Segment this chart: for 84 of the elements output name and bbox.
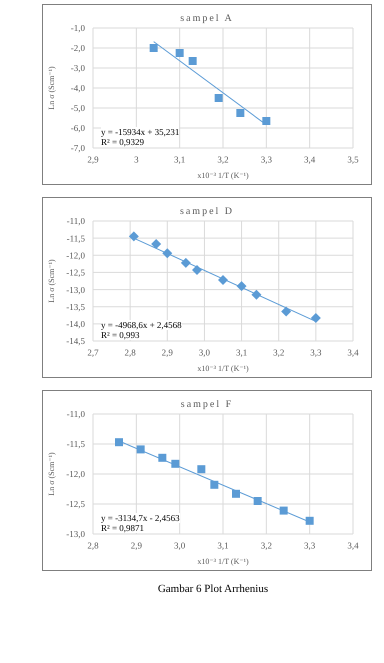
y-tick-label: -11,5 bbox=[66, 233, 86, 244]
annotation: R² = 0,9871 bbox=[101, 523, 144, 533]
y-tick-label: -12,5 bbox=[66, 268, 86, 278]
point bbox=[236, 109, 244, 117]
y-tick-label: -12,5 bbox=[66, 499, 86, 510]
y-tick-label: -13,0 bbox=[66, 284, 86, 295]
point bbox=[151, 238, 162, 249]
x-tick-label: 3,1 bbox=[174, 154, 186, 164]
point bbox=[218, 274, 228, 285]
point bbox=[136, 445, 145, 454]
y-tick-label: -3,0 bbox=[70, 63, 86, 74]
chart-title: sampel F bbox=[180, 399, 234, 410]
point bbox=[158, 454, 166, 462]
annotation: y = -15934x + 35,231 bbox=[101, 127, 180, 137]
point bbox=[197, 465, 206, 474]
x-tick-label: 3,3 bbox=[304, 540, 316, 550]
point bbox=[262, 117, 270, 125]
x-tick-label: 3,4 bbox=[347, 347, 360, 358]
point bbox=[128, 231, 139, 242]
y-tick-label: -12,0 bbox=[66, 469, 86, 480]
point bbox=[150, 44, 158, 52]
annotation: R² = 0,9329 bbox=[101, 137, 144, 147]
y-tick-label: -1,0 bbox=[70, 23, 86, 34]
x-tick-label: 3,2 bbox=[273, 347, 284, 358]
y-tick-label: -14,0 bbox=[66, 319, 86, 330]
point bbox=[180, 258, 191, 268]
x-tick-label: 2,9 bbox=[87, 154, 100, 164]
y-tick-label: -11,0 bbox=[66, 409, 86, 420]
y-tick-label: -2,0 bbox=[70, 43, 86, 54]
x-axis-title: x10⁻³ 1/T (K⁻¹) bbox=[197, 364, 249, 373]
x-tick-label: 3,5 bbox=[347, 154, 360, 164]
x-tick-label: 3,0 bbox=[174, 540, 186, 550]
x-tick-label: 3,1 bbox=[217, 540, 229, 550]
x-tick-label: 2,8 bbox=[124, 347, 136, 358]
x-tick-label: 3,0 bbox=[198, 347, 211, 358]
x-tick-label: 3,1 bbox=[236, 347, 248, 358]
y-tick-label: -12,0 bbox=[66, 250, 86, 260]
point bbox=[251, 290, 262, 300]
y-axis-title: Ln σ (Scm⁻¹) bbox=[46, 258, 56, 303]
y-tick-label: -13,5 bbox=[66, 302, 86, 312]
point bbox=[280, 506, 288, 515]
point bbox=[210, 480, 218, 489]
x-tick-label: 3,2 bbox=[260, 540, 272, 550]
point bbox=[236, 281, 247, 292]
annotation: R² = 0,993 bbox=[101, 330, 140, 340]
y-tick-label: -11,0 bbox=[66, 216, 86, 226]
x-tick-label: 2,7 bbox=[87, 347, 100, 358]
x-tick-label: 3,2 bbox=[217, 154, 229, 164]
point bbox=[188, 57, 197, 65]
point bbox=[115, 438, 123, 446]
y-tick-label: -5,0 bbox=[70, 103, 86, 114]
x-tick-label: 2,9 bbox=[130, 540, 142, 550]
point bbox=[162, 248, 172, 258]
point bbox=[192, 265, 202, 276]
y-tick-label: -14,5 bbox=[66, 336, 86, 346]
point bbox=[306, 516, 314, 525]
text: Gambar 6 Plot Arrhenius bbox=[156, 583, 270, 595]
x-axis-title: x10⁻³ 1/T (K⁻¹) bbox=[197, 171, 249, 180]
y-tick-label: -4,0 bbox=[70, 83, 86, 94]
point bbox=[214, 94, 223, 102]
point bbox=[281, 306, 292, 317]
point bbox=[232, 490, 240, 498]
y-axis-title: Ln σ (Scm⁻¹) bbox=[46, 66, 56, 110]
x-tick-label: 3,4 bbox=[304, 154, 316, 164]
chart-title: sampel A bbox=[179, 13, 235, 24]
x-tick-label: 3 bbox=[134, 154, 140, 164]
point bbox=[310, 313, 321, 324]
y-tick-label: -11,5 bbox=[66, 439, 86, 450]
x-tick-label: 2,9 bbox=[162, 347, 174, 358]
x-axis-title: x10⁻³ 1/T (K⁻¹) bbox=[197, 557, 249, 566]
y-tick-label: -7,0 bbox=[70, 143, 86, 154]
point bbox=[171, 460, 180, 468]
x-tick-label: 3,4 bbox=[347, 540, 360, 550]
x-tick-label: 3,3 bbox=[310, 347, 322, 358]
x-tick-label: 2,8 bbox=[87, 540, 100, 550]
annotation: y = -4968,6x + 2,4568 bbox=[101, 320, 182, 330]
point bbox=[176, 49, 184, 57]
y-tick-label: -6,0 bbox=[70, 123, 86, 134]
annotation: y = -3134,7x - 2,4563 bbox=[101, 513, 180, 523]
y-axis-title: Ln σ (Scm⁻¹) bbox=[46, 452, 56, 496]
chart-title: sampel D bbox=[178, 206, 236, 217]
point bbox=[254, 497, 262, 505]
y-tick-label: -13,0 bbox=[66, 529, 86, 540]
x-tick-label: 3,3 bbox=[260, 154, 272, 164]
